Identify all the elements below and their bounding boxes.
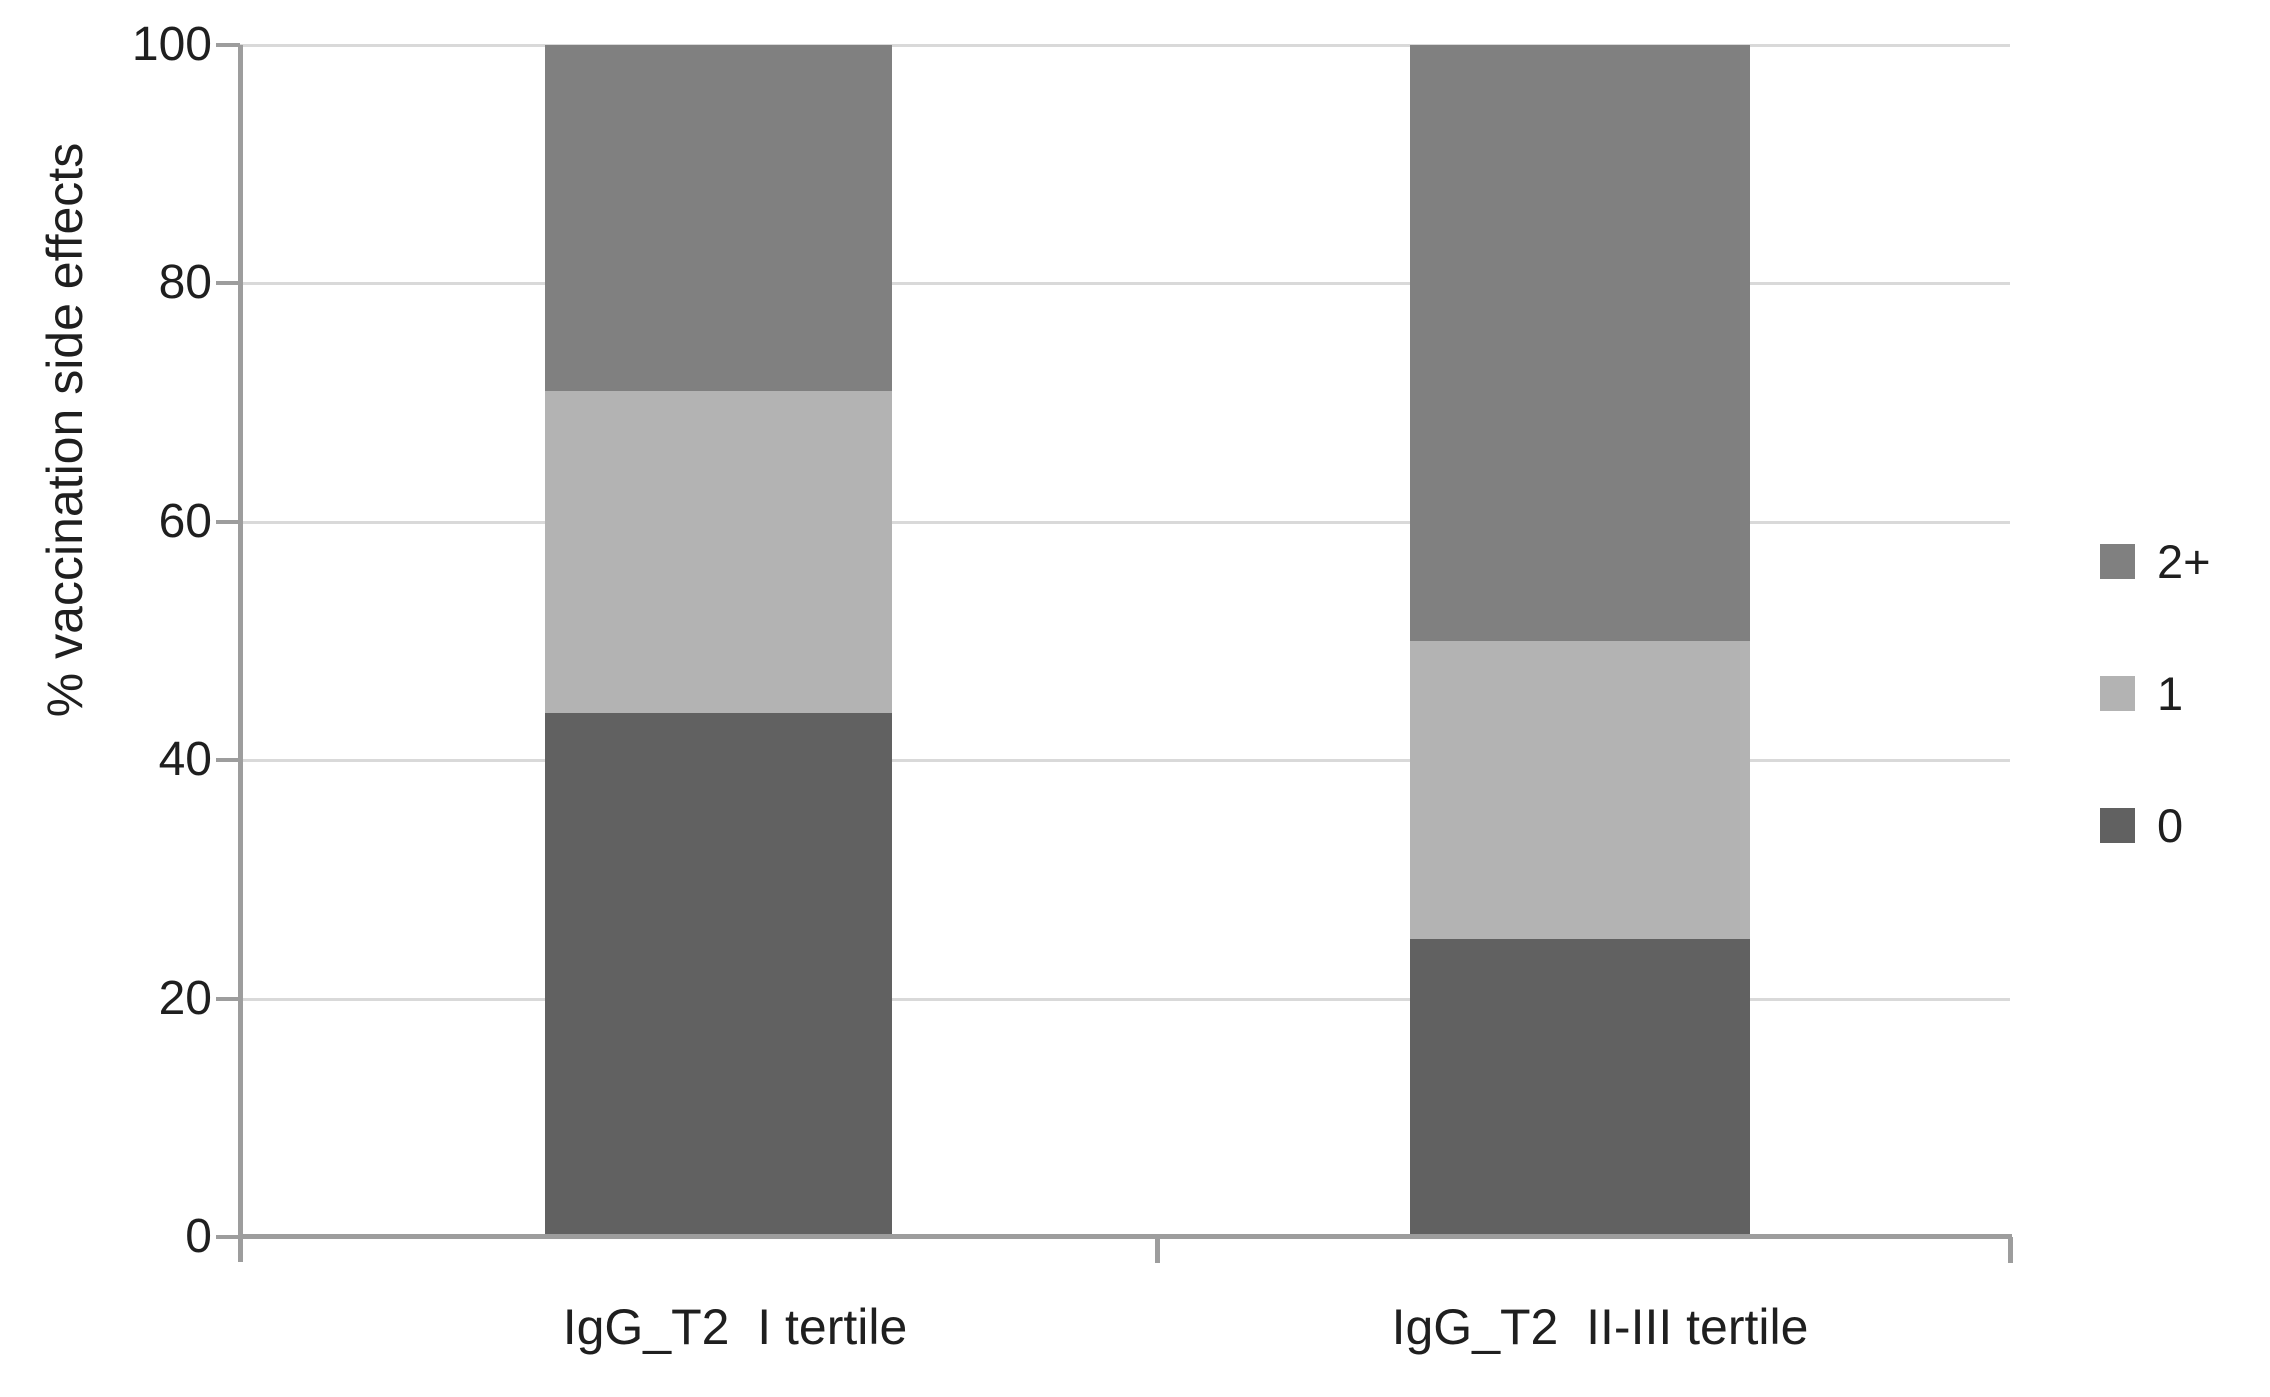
x-axis-line <box>240 1234 2012 1239</box>
gridline-20 <box>240 997 2010 1001</box>
legend-item-2+: 2+ <box>2100 538 2211 585</box>
bar-1-segment-0 <box>545 712 892 1237</box>
y-tick-label-40: 40 <box>158 733 212 787</box>
y-tick-label-0: 0 <box>185 1210 212 1263</box>
bar-1-segment-2+ <box>545 45 892 391</box>
legend-swatch-0 <box>2100 808 2135 843</box>
bar-2-segment-2+ <box>1410 45 1750 641</box>
y-axis-tick-40 <box>216 758 240 763</box>
y-axis-tick-0 <box>216 1235 240 1239</box>
bar-2 <box>1410 45 1750 1237</box>
legend-item-0: 0 <box>2100 802 2211 849</box>
plot-area <box>240 44 2010 1237</box>
y-axis-tick-20 <box>216 996 240 1001</box>
legend: 2+ 1 0 <box>2100 538 2211 934</box>
x-axis-tick-2 <box>2008 1237 2013 1263</box>
legend-swatch-1 <box>2100 676 2135 711</box>
legend-label-2+: 2+ <box>2157 535 2211 588</box>
x-axis-tick-1 <box>1155 1237 1160 1263</box>
y-tick-label-60: 60 <box>158 494 212 548</box>
legend-label-0: 0 <box>2157 799 2184 852</box>
gridline-40 <box>240 759 2010 763</box>
bar-2-segment-1 <box>1410 641 1750 939</box>
bar-1-segment-1 <box>545 390 892 713</box>
x-category-label-1: IgG_T2 I tertile <box>562 1299 908 1355</box>
legend-label-1: 1 <box>2157 667 2184 720</box>
legend-item-1: 1 <box>2100 670 2211 717</box>
y-tick-label-20: 20 <box>158 971 212 1025</box>
y-tick-label-80: 80 <box>158 256 212 310</box>
bar-1 <box>545 45 892 1237</box>
y-axis-tick-100 <box>216 43 240 47</box>
gridline-60 <box>240 520 2010 524</box>
x-category-label-2: IgG_T2 II-III tertile <box>1391 1299 1809 1355</box>
y-axis-tick-60 <box>216 519 240 524</box>
y-axis-tick-80 <box>216 281 240 286</box>
bar-2-segment-0 <box>1410 939 1750 1237</box>
y-axis-line <box>238 45 243 1262</box>
legend-swatch-2+ <box>2100 544 2135 579</box>
gridline-80 <box>240 282 2010 286</box>
y-axis-title: % vaccination side effects <box>37 142 93 718</box>
gridline-100 <box>240 44 2010 47</box>
y-tick-label-100: 100 <box>131 18 212 71</box>
